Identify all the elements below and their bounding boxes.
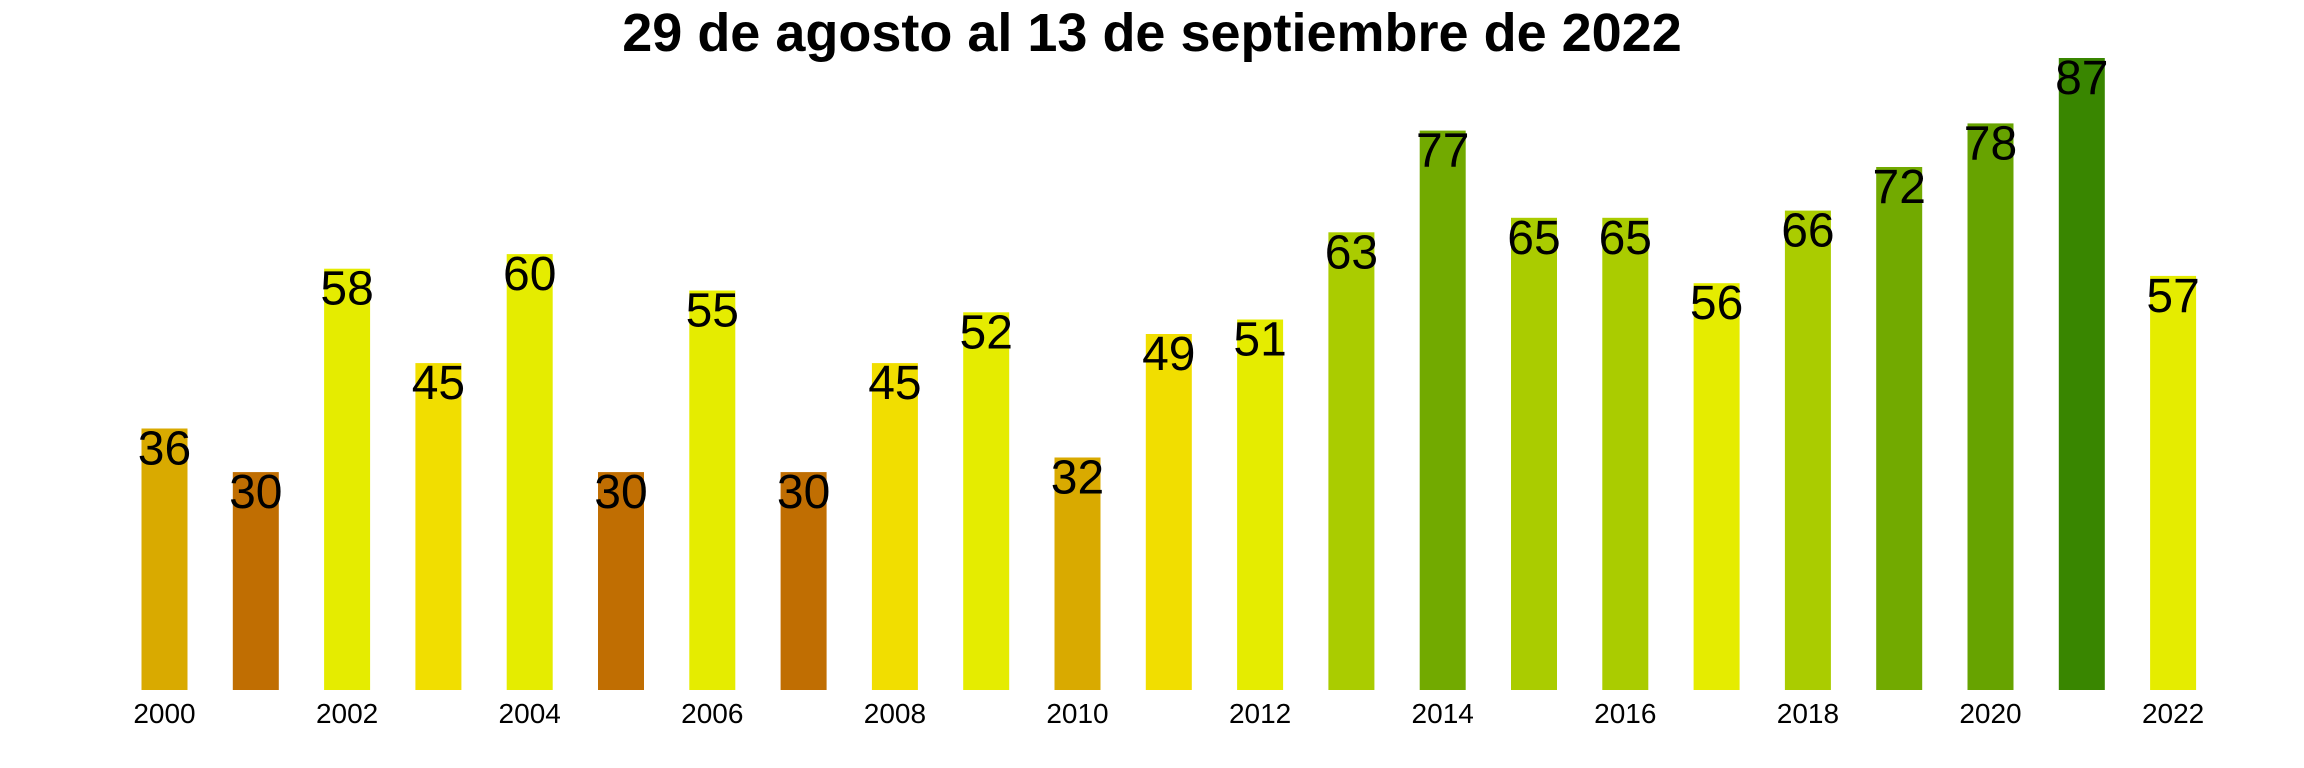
data-label-2012: 51 xyxy=(1233,314,1286,367)
x-tick-label-2000: 2000 xyxy=(133,698,195,729)
data-labels-layer: 36 30 58 45 60 30 55 30 45 52 32 49 51 63 77 65 65 56 66 72… xyxy=(138,52,2200,519)
bar-2013 xyxy=(1328,232,1375,691)
data-label-2015: 65 xyxy=(1507,212,1560,265)
data-label-2003: 45 xyxy=(412,357,465,410)
data-label-2006: 55 xyxy=(686,285,739,338)
x-tick-label-2016: 2016 xyxy=(1594,698,1656,729)
data-label-2017: 56 xyxy=(1690,277,1743,330)
bar-2017 xyxy=(1693,283,1740,690)
data-label-2016: 65 xyxy=(1599,212,1652,265)
x-tick-label-2004: 2004 xyxy=(499,698,561,729)
x-tick-label-2020: 2020 xyxy=(1959,698,2021,729)
x-tick-label-2022: 2022 xyxy=(2142,698,2204,729)
bar-2012 xyxy=(1237,319,1284,690)
data-label-2007: 30 xyxy=(777,466,830,519)
x-tick-label-2002: 2002 xyxy=(316,698,378,729)
data-label-2021: 87 xyxy=(2055,52,2108,105)
chart-title: 29 de agosto al 13 de septiembre de 2022 xyxy=(622,3,1682,63)
data-label-2008: 45 xyxy=(868,357,921,410)
x-tick-label-2012: 2012 xyxy=(1229,698,1291,729)
x-tick-label-2008: 2008 xyxy=(864,698,926,729)
data-label-2000: 36 xyxy=(138,423,191,476)
bar-2008 xyxy=(871,363,918,690)
data-label-2014: 77 xyxy=(1416,125,1469,178)
bar-2004 xyxy=(506,254,553,690)
bar-2011 xyxy=(1145,334,1192,690)
data-label-2019: 72 xyxy=(1873,161,1926,214)
x-tick-label-2018: 2018 xyxy=(1777,698,1839,729)
data-label-2013: 63 xyxy=(1325,226,1378,279)
bar-2022 xyxy=(2150,275,2197,690)
bar-2018 xyxy=(1784,210,1831,690)
bar-2010 xyxy=(1054,457,1101,690)
bar-2005 xyxy=(598,472,644,690)
data-label-2018: 66 xyxy=(1781,205,1834,258)
bar-2016 xyxy=(1602,217,1649,691)
bar-2019 xyxy=(1876,167,1923,690)
bar-2009 xyxy=(963,312,1010,690)
data-label-2020: 78 xyxy=(1964,117,2017,170)
bar-2014 xyxy=(1419,130,1466,691)
bar-2002 xyxy=(324,268,371,690)
data-label-2001: 30 xyxy=(229,466,282,519)
data-label-2011: 49 xyxy=(1142,328,1195,381)
bar-2000 xyxy=(141,428,188,690)
bars-layer xyxy=(141,58,2197,691)
x-axis-ticks: 2000 2002 2004 2006 2008 2010 2012 2014 2016 2018… xyxy=(133,698,2204,729)
data-label-2004: 60 xyxy=(503,248,556,301)
data-label-2009: 52 xyxy=(960,306,1013,359)
data-label-2022: 57 xyxy=(2146,270,2199,323)
bar-2006 xyxy=(689,290,736,690)
x-tick-label-2010: 2010 xyxy=(1046,698,1108,729)
bar-2001 xyxy=(232,472,279,690)
bar-2015 xyxy=(1511,217,1557,691)
data-label-2005: 30 xyxy=(594,466,647,519)
bar-2021 xyxy=(2058,58,2105,690)
bar-2020 xyxy=(1967,123,2014,690)
bar-2007 xyxy=(780,472,827,690)
bar-2003 xyxy=(415,363,462,690)
data-label-2002: 58 xyxy=(320,263,373,316)
x-tick-label-2006: 2006 xyxy=(681,698,743,729)
data-label-2010: 32 xyxy=(1051,452,1104,505)
x-tick-label-2014: 2014 xyxy=(1412,698,1474,729)
